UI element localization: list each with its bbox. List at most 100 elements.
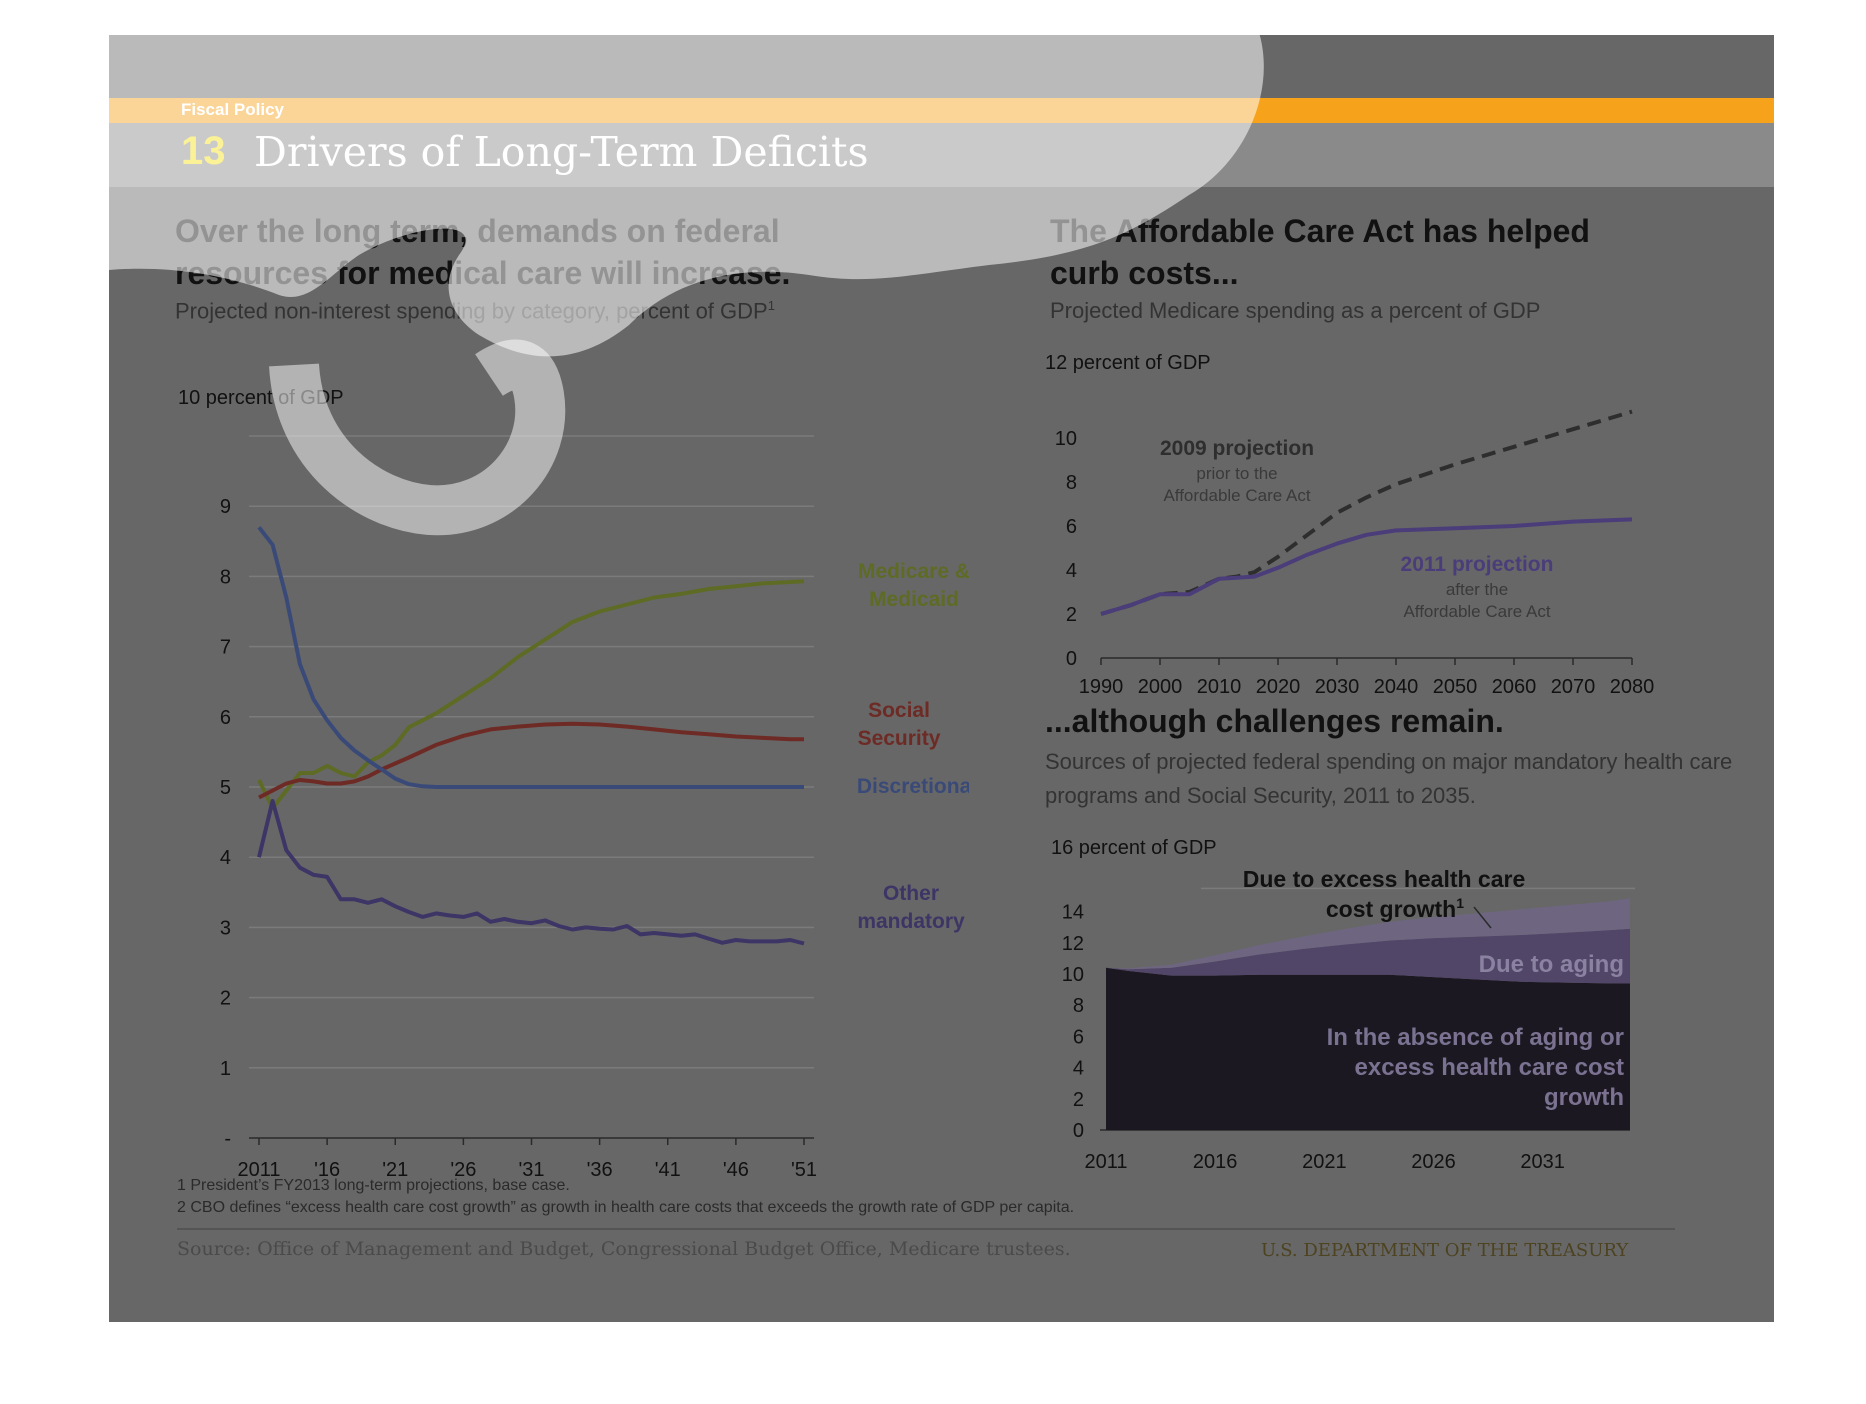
series-label-social-security: Social [868, 699, 930, 722]
y-tick-label: 6 [1073, 1026, 1084, 1048]
series-note-2011-projection: after the [1446, 580, 1508, 599]
series-label-other-mandatory: mandatory [857, 910, 965, 933]
y-tick-label: 9 [220, 496, 231, 518]
slide-title: Drivers of Long-Term Deficits [254, 128, 869, 176]
x-tick-label: 2016 [1193, 1151, 1238, 1173]
series-label-due-to-aging: Due to aging [1479, 951, 1624, 978]
series-label-due-to-excess-health-care-cost-growth: cost growth1 [1326, 895, 1464, 922]
y-tick-label: 0 [1066, 648, 1077, 670]
x-tick-label: 2060 [1492, 676, 1537, 698]
y-tick-label: - [224, 1128, 231, 1150]
series-label-in-the-absence-of-aging-or-excess-health-care-cost-growth: In the absence of aging or [1327, 1024, 1624, 1051]
y-tick-label: 12 [1062, 933, 1084, 955]
left-subhead: Projected non-interest spending by categ… [175, 298, 775, 324]
right-top-subhead: Projected Medicare spending as a percent… [1050, 298, 1541, 323]
x-tick-label: '31 [518, 1159, 544, 1181]
y-tick-label: 6 [220, 707, 231, 729]
series-label-medicare-medicaid: Medicare & [858, 560, 969, 583]
series-note-2009-projection: prior to the [1196, 464, 1277, 483]
right-bottom-subhead-line-2: programs and Social Security, 2011 to 20… [1045, 783, 1476, 808]
left-axis-unit: 10 percent of GDP [178, 387, 344, 409]
y-tick-label: 4 [1073, 1058, 1084, 1080]
series-label-in-the-absence-of-aging-or-excess-health-care-cost-growth: excess health care cost [1355, 1054, 1625, 1081]
spending-by-category-chart: - 1 2 3 4 5 6 7 8 9 2011 '16 '21 '26 '31 '36 '41 '46 '51 Me… [220, 435, 969, 1181]
x-tick-label: 2021 [1302, 1151, 1347, 1173]
y-tick-label: 1 [220, 1058, 231, 1080]
series-label-social-security: Security [858, 727, 941, 750]
footnote-2: 2 CBO defines “excess health care cost g… [177, 1199, 1075, 1216]
section-bar [109, 98, 1774, 123]
x-tick-label: 2030 [1315, 676, 1360, 698]
y-tick-label: 4 [220, 847, 231, 869]
series-note-2011-projection: Affordable Care Act [1403, 602, 1550, 621]
y-tick-label: 8 [1073, 995, 1084, 1017]
y-tick-label: 10 [1062, 964, 1084, 986]
x-tick-label: '46 [723, 1159, 749, 1181]
x-tick-label: 2020 [1256, 676, 1301, 698]
section-label: Fiscal Policy [181, 100, 284, 119]
y-tick-label: 2 [1066, 604, 1077, 626]
x-tick-label: 2010 [1197, 676, 1242, 698]
medicare-projection-chart: 0 2 4 6 8 10 1990 2000 2010 2020 2030 2040 2050 2060 2… [1055, 409, 1655, 698]
y-tick-label: 6 [1066, 516, 1077, 538]
series-label-discretionary: Discretionary [857, 775, 969, 798]
right-top-axis-unit: 12 percent of GDP [1045, 352, 1211, 374]
right-bottom-headline: ...although challenges remain. [1045, 703, 1504, 739]
y-tick-label: 8 [220, 566, 231, 588]
footer-rule [177, 1228, 1675, 1230]
x-tick-label: '36 [587, 1159, 613, 1181]
series-label-other-mandatory: Other [883, 882, 939, 905]
y-tick-label: 10 [1055, 428, 1077, 450]
left-headline: Over the long term, demands on federal r… [175, 210, 790, 294]
x-tick-label: 2000 [1138, 676, 1183, 698]
footnote-1: 1 President’s FY2013 long-term projectio… [177, 1177, 570, 1194]
department-name: U.S. DEPARTMENT OF THE TREASURY [1261, 1240, 1629, 1261]
label-leader-line [1473, 906, 1492, 929]
right-bottom-axis-unit: 16 percent of GDP [1051, 837, 1223, 860]
left-headline-line-2: resources for medical care will increase… [175, 255, 791, 291]
x-tick-label: 2026 [1411, 1151, 1456, 1173]
x-tick-label: 2011 [1084, 1151, 1127, 1173]
y-tick-label: 8 [1066, 472, 1077, 494]
series-line-discretionary [257, 526, 804, 789]
x-tick-label: 2070 [1551, 676, 1596, 698]
x-tick-label: '21 [382, 1159, 408, 1181]
right-bottom-subhead: Sources of projected federal spending on… [1045, 745, 1732, 813]
series-label-in-the-absence-of-aging-or-excess-health-care-cost-growth: growth [1544, 1084, 1624, 1111]
y-tick-label: 7 [220, 637, 231, 659]
y-tick-label: 5 [220, 777, 231, 799]
series-line-social-security [258, 721, 804, 800]
area-due-to-aging [1106, 928, 1630, 984]
slide: Fiscal Policy 13 Drivers of Long-Term De… [109, 35, 1774, 1322]
x-tick-label: 2080 [1610, 676, 1655, 698]
series-line-other-mandatory [257, 799, 805, 946]
left-subhead-footnote: 1 [767, 298, 775, 313]
area-in-the-absence-of-aging-or-excess-health-care-cost-growth [1106, 967, 1630, 1130]
x-tick-label: 2040 [1374, 676, 1419, 698]
x-tick-label: '41 [655, 1159, 681, 1181]
series-label-2011-projection: 2011 projection [1401, 553, 1554, 576]
footnotes: 1 President’s FY2013 long-term projectio… [177, 1175, 1074, 1219]
series-label-footnote: 1 [1456, 895, 1464, 911]
source-note: Source: Office of Management and Budget,… [177, 1238, 1071, 1260]
left-headline-line-1: Over the long term, demands on federal [175, 213, 780, 249]
x-tick-label: '51 [791, 1159, 817, 1181]
area-due-to-excess-health-care-cost-growth [1106, 898, 1630, 970]
x-tick-label: '16 [314, 1159, 340, 1181]
slide-number: 13 [181, 129, 226, 173]
x-tick-label: 2050 [1433, 676, 1478, 698]
series-line-medicare-medicaid [257, 579, 805, 811]
y-tick-label: 0 [1073, 1120, 1084, 1142]
left-subhead-text: Projected non-interest spending by categ… [175, 298, 768, 324]
y-tick-label: 14 [1062, 902, 1084, 924]
x-tick-label: 1990 [1079, 676, 1124, 698]
right-bottom-subhead-line-1: Sources of projected federal spending on… [1045, 749, 1733, 774]
series-label-2009-projection: 2009 projection [1160, 437, 1314, 460]
y-tick-label: 4 [1066, 560, 1077, 582]
y-tick-label: 2 [1073, 1089, 1084, 1111]
series-label-medicare-medicaid: Medicaid [869, 588, 959, 611]
right-top-headline-line-1: The Affordable Care Act has helped [1050, 213, 1590, 249]
right-top-headline: The Affordable Care Act has helped curb … [1050, 210, 1590, 294]
right-top-headline-line-2: curb costs... [1050, 255, 1239, 291]
x-tick-label: 2031 [1520, 1151, 1565, 1173]
